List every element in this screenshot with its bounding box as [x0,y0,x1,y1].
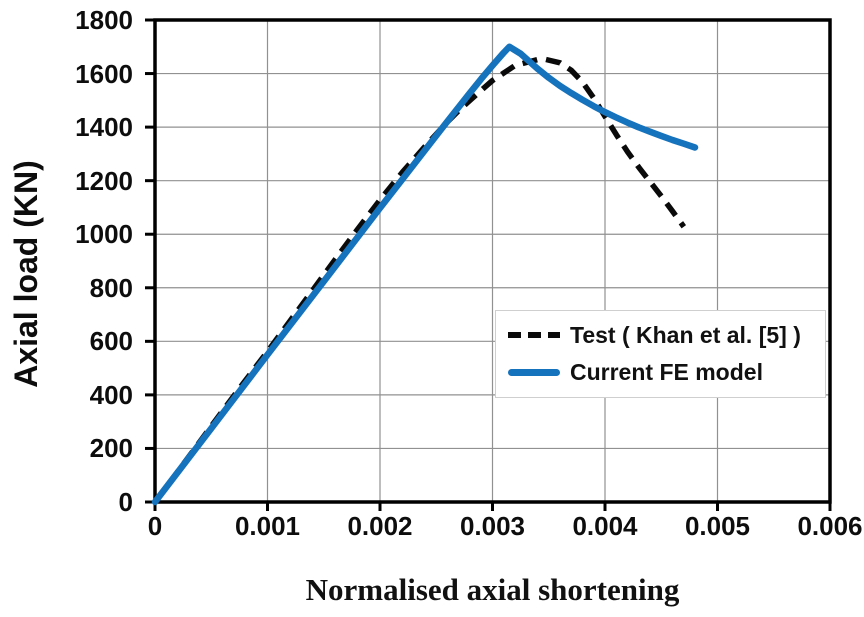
y-tick-label: 800 [89,272,133,303]
legend-entry-test: Test ( Khan et al. [5] ) [508,322,825,349]
y-tick-label: 1400 [75,112,133,143]
x-axis-title: Normalised axial shortening [305,572,680,607]
y-tick-label: 1000 [75,219,133,250]
x-tick-label: 0 [147,511,163,541]
plot-border [153,18,832,504]
y-tick-label: 1600 [75,58,133,89]
y-axis-title: Axial load (KN) [8,160,44,388]
y-tick-label: 600 [89,326,133,357]
y-tick-label: 0 [118,487,133,517]
legend-label-fe-model: Current FE model [570,359,763,386]
test-dashed-line-sample-icon [508,332,560,339]
x-tick-label: 0.005 [684,511,751,541]
y-tick-label: 1800 [75,5,133,35]
legend-label-test: Test ( Khan et al. [5] ) [570,321,801,348]
chart-legend: Test ( Khan et al. [5] ) Current FE mode… [495,310,826,398]
fe-model-solid-line-sample-icon [508,369,560,377]
x-tick-label: 0.001 [234,511,301,541]
x-tick-label: 0.003 [459,511,526,541]
y-tick-label: 200 [89,433,133,464]
x-tick-label: 0.002 [347,511,413,541]
x-tick-label: 0.006 [797,511,863,541]
y-tick-label: 400 [89,379,133,410]
x-tick-label: 0.004 [572,511,638,541]
y-tick-label: 1200 [75,165,133,196]
legend-entry-fe-model: Current FE model [508,359,825,386]
fe-model-curve [151,43,699,506]
